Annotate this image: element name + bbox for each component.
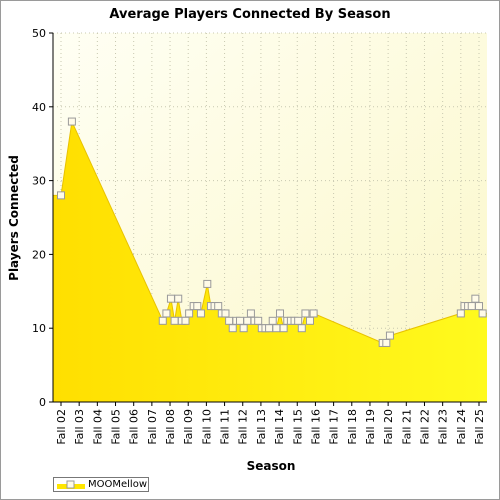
data-point <box>166 294 175 303</box>
data-point <box>254 316 263 325</box>
data-point <box>228 324 237 333</box>
data-point <box>297 324 306 333</box>
y-tick-label: 10 <box>32 322 46 335</box>
data-point <box>236 316 245 325</box>
y-tick-label: 40 <box>32 101 46 114</box>
data-point <box>203 279 212 288</box>
data-point <box>305 316 314 325</box>
marker-layer <box>57 117 487 347</box>
x-tick-layer: Fall 02 Fall 03 Fall 04 Fall 05 Fall 06 Fall … <box>55 402 486 445</box>
data-point <box>382 338 391 347</box>
x-tick-label: Fall 21 <box>400 409 413 445</box>
y-tick-label: 50 <box>32 27 46 40</box>
data-point <box>243 316 252 325</box>
data-point <box>275 309 284 318</box>
data-point <box>268 316 277 325</box>
legend: MOOMellow <box>53 477 149 492</box>
x-tick-label: Fall 04 <box>91 409 104 445</box>
data-point <box>193 302 202 311</box>
y-tick-label: 20 <box>32 248 46 261</box>
data-point <box>57 191 65 200</box>
x-tick-label: Fall 08 <box>164 409 177 445</box>
y-tick-layer: 0 10 20 30 40 50 <box>32 27 53 409</box>
x-tick-label: Fall 07 <box>146 409 159 445</box>
series-area <box>53 121 487 402</box>
x-tick-label: Fall 14 <box>273 409 286 445</box>
data-point <box>467 302 476 311</box>
data-point <box>67 117 76 126</box>
data-point <box>246 309 255 318</box>
x-tick-label: Fall 16 <box>309 409 322 445</box>
legend-label: MOOMellow <box>88 479 148 490</box>
data-point <box>162 309 171 318</box>
x-tick-label: Fall 20 <box>382 409 395 445</box>
data-point <box>475 302 483 311</box>
x-tick-label: Fall 23 <box>437 409 450 445</box>
data-point <box>309 309 318 318</box>
x-tick-label: Fall 02 <box>55 409 68 445</box>
data-point <box>158 316 167 325</box>
x-tick-label: Fall 15 <box>291 409 304 445</box>
y-tick-label: 30 <box>32 175 46 188</box>
x-tick-label: Fall 03 <box>73 409 86 445</box>
legend-swatch <box>57 480 85 489</box>
x-tick-label: Fall 25 <box>473 409 486 445</box>
data-point <box>196 309 205 318</box>
x-tick-label: Fall 19 <box>364 409 377 445</box>
data-point <box>471 294 480 303</box>
data-point <box>301 309 310 318</box>
data-point <box>170 316 179 325</box>
data-point <box>181 316 190 325</box>
data-point <box>385 331 394 340</box>
data-point <box>239 324 248 333</box>
x-tick-label: Fall 13 <box>255 409 268 445</box>
data-point <box>225 316 234 325</box>
data-point <box>272 324 281 333</box>
data-point <box>279 324 288 333</box>
data-point <box>456 309 465 318</box>
data-point <box>174 294 183 303</box>
data-point <box>214 302 223 311</box>
data-point <box>185 309 194 318</box>
x-tick-label: Fall 11 <box>219 409 232 445</box>
data-point <box>478 309 487 318</box>
chart-title: Average Players Connected By Season <box>109 7 391 22</box>
x-tick-label: Fall 06 <box>128 409 141 445</box>
data-point <box>265 324 274 333</box>
data-point <box>221 309 230 318</box>
x-tick-label: Fall 05 <box>110 409 123 445</box>
x-tick-label: Fall 10 <box>200 409 213 445</box>
x-tick-label: Fall 17 <box>328 409 341 445</box>
data-point <box>294 316 303 325</box>
x-tick-label: Fall 18 <box>346 409 359 445</box>
y-tick-label: 0 <box>39 396 46 409</box>
y-axis-title: Players Connected <box>7 155 21 281</box>
x-tick-label: Fall 22 <box>418 409 431 445</box>
x-tick-label: Fall 12 <box>237 409 250 445</box>
x-tick-label: Fall 24 <box>455 409 468 445</box>
x-tick-label: Fall 09 <box>182 409 195 445</box>
x-axis-title: Season <box>246 459 296 473</box>
